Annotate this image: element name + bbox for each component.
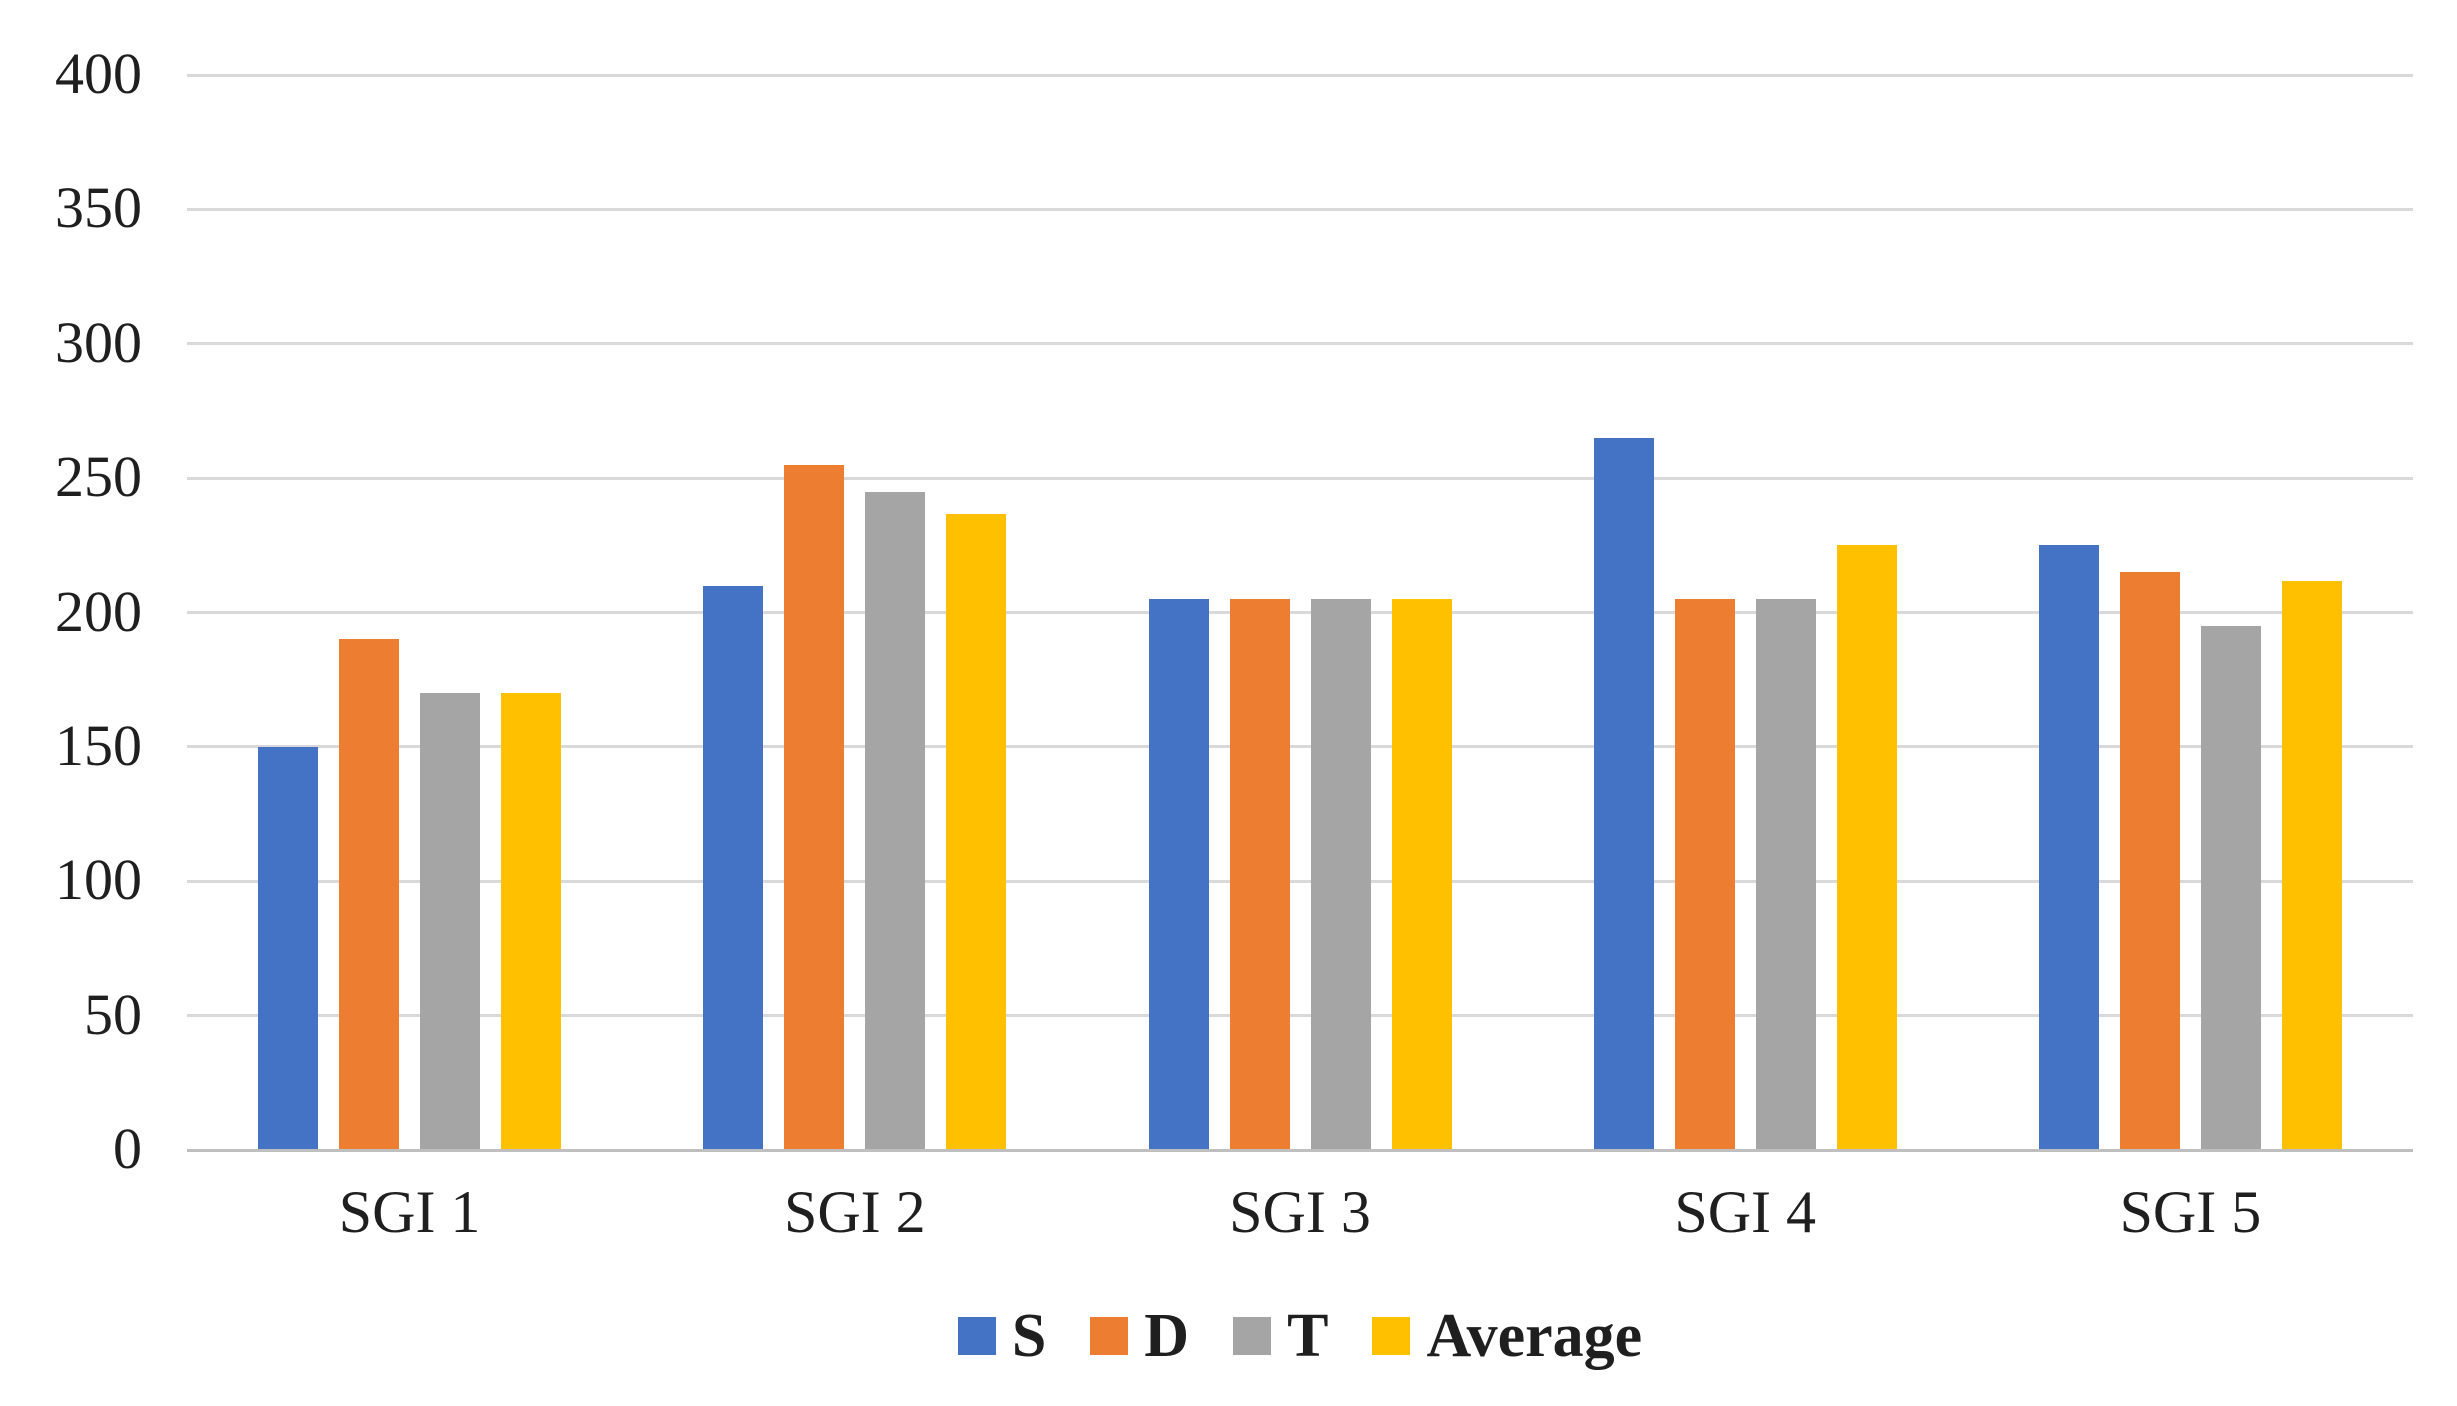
- legend-item-average: Average: [1372, 1305, 1642, 1367]
- plot-area: [187, 73, 2413, 1152]
- bar-group-sgi-1: [187, 75, 632, 1150]
- x-tick-label-sgi-5: SGI 5: [2119, 1179, 2262, 1245]
- y-tick-label-50: 50: [84, 981, 142, 1047]
- gridline-350: [187, 207, 2413, 211]
- bar-t-sgi-1: [420, 693, 481, 1150]
- bar-average-sgi-3: [1391, 599, 1452, 1150]
- bar-s-sgi-5: [2038, 545, 2099, 1150]
- legend-item-t: T: [1233, 1305, 1328, 1367]
- bar-t-sgi-5: [2200, 625, 2261, 1150]
- bar-group-sgi-4: [1523, 75, 1968, 1150]
- gridline-200: [187, 611, 2413, 614]
- x-tick-label-sgi-4: SGI 4: [1674, 1179, 1817, 1245]
- gridline-400: [187, 73, 2413, 77]
- x-tick-label-sgi-2: SGI 2: [783, 1179, 926, 1245]
- bar-average-sgi-1: [501, 693, 562, 1150]
- bar-s-sgi-2: [703, 585, 764, 1150]
- y-tick-label-150: 150: [55, 712, 142, 778]
- bar-t-sgi-2: [865, 491, 926, 1150]
- legend-item-s: S: [957, 1302, 1047, 1370]
- bar-s-sgi-4: [1593, 437, 1654, 1150]
- bar-average-sgi-2: [946, 513, 1007, 1150]
- x-tick-label-sgi-3: SGI 3: [1229, 1179, 1371, 1245]
- legend-label-s: S: [1011, 1302, 1047, 1370]
- y-tick-label-250: 250: [55, 443, 142, 509]
- gridline-150: [187, 745, 2413, 749]
- legend-item-d: D: [1090, 1305, 1189, 1367]
- bar-d-sgi-4: [1674, 599, 1735, 1150]
- x-tick-label-sgi-1: SGI 1: [338, 1179, 481, 1245]
- legend-swatch-average-icon: [1372, 1317, 1411, 1355]
- gridline-300: [187, 342, 2413, 346]
- bar-d-sgi-3: [1229, 599, 1290, 1150]
- legend-label-average: Average: [1426, 1302, 1643, 1370]
- gridline-50: [187, 1014, 2413, 1018]
- bar-average-sgi-4: [1836, 545, 1897, 1150]
- bar-s-sgi-3: [1148, 599, 1209, 1150]
- bar-t-sgi-3: [1310, 599, 1371, 1150]
- legend-label-d: D: [1144, 1302, 1190, 1370]
- bar-group-sgi-2: [632, 75, 1077, 1150]
- x-axis-line: [187, 1148, 2413, 1152]
- x-axis: SGI 1 SGI 2 SGI 3 SGI 4 SGI 5: [187, 1182, 2413, 1242]
- legend-swatch-s-icon: [957, 1317, 996, 1355]
- bar-t-sgi-4: [1755, 599, 1816, 1150]
- y-tick-label-100: 100: [55, 847, 142, 913]
- bar-d-sgi-2: [784, 464, 845, 1150]
- legend-label-t: T: [1287, 1302, 1329, 1370]
- bar-s-sgi-1: [258, 746, 319, 1150]
- y-tick-label-350: 350: [55, 175, 142, 241]
- y-tick-label-0: 0: [113, 1115, 142, 1181]
- bar-d-sgi-1: [339, 639, 400, 1150]
- y-axis: 0 50 100 150 200 250 300 350 400: [0, 44, 142, 1177]
- y-tick-label-200: 200: [55, 578, 142, 644]
- gridline-100: [187, 879, 2413, 883]
- legend-swatch-t-icon: [1233, 1317, 1272, 1355]
- bar-group-sgi-3: [1077, 75, 1522, 1150]
- bar-d-sgi-5: [2119, 572, 2180, 1150]
- gridline-250: [187, 476, 2413, 480]
- y-tick-label-400: 400: [55, 40, 142, 106]
- bar-group-sgi-5: [1968, 75, 2413, 1150]
- bar-groups: [187, 75, 2413, 1150]
- y-tick-label-300: 300: [55, 309, 142, 375]
- legend-swatch-d-icon: [1090, 1317, 1129, 1355]
- legend: S D T Average: [187, 1305, 2413, 1367]
- bar-average-sgi-5: [2281, 581, 2342, 1150]
